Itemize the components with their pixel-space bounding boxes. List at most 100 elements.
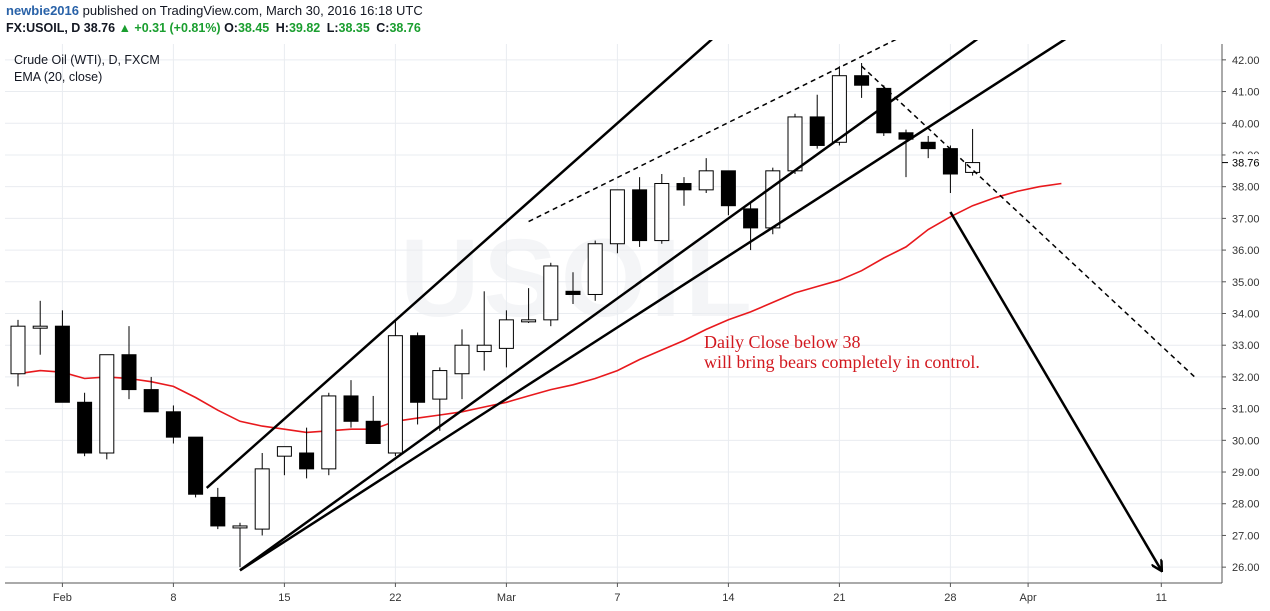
close-label: C: [376, 21, 390, 35]
price-tick-label: 31.00 [1232, 404, 1260, 416]
close-value: 38.76 [389, 21, 421, 35]
candle [77, 392, 93, 457]
candle-body-down [365, 420, 381, 444]
candlestick-series [10, 63, 981, 568]
arrow-trendline [949, 211, 1161, 570]
candle [143, 376, 159, 413]
candle [365, 395, 381, 444]
time-tick-label: Feb [53, 592, 72, 604]
dashed-trendline [861, 65, 1196, 378]
price-tick-label: 42.00 [1232, 55, 1260, 67]
annotation-line-1: Daily Close below 38 [704, 332, 861, 352]
symbol-label: FX:USOIL, D [6, 21, 81, 35]
candle-body-down [676, 183, 692, 191]
candle [343, 380, 359, 428]
candle-body-down [299, 452, 315, 470]
candle [743, 202, 759, 251]
high-label: H: [275, 21, 289, 35]
time-tick-label: 11 [1156, 592, 1167, 604]
time-tick-label: 28 [944, 592, 956, 604]
candle [698, 158, 714, 194]
low-value: 38.35 [338, 21, 370, 35]
candle [232, 522, 248, 568]
price-tick-label: 27.00 [1232, 530, 1260, 542]
time-tick-label: Mar [497, 592, 516, 604]
candle [321, 392, 337, 476]
candle [654, 173, 670, 244]
candle [521, 288, 537, 324]
candle [10, 319, 26, 387]
candle-body-up [498, 319, 514, 349]
price-tick-label: 41.00 [1232, 87, 1260, 99]
candle [410, 332, 426, 425]
candle-body-up [254, 468, 270, 530]
chart-annotation: Daily Close below 38 will bring bears co… [704, 332, 1044, 372]
indicator-legend[interactable]: EMA (20, close) [14, 70, 103, 84]
candle [787, 113, 803, 174]
high-value: 39.82 [288, 21, 321, 35]
candle [854, 63, 870, 98]
low-label: L: [326, 21, 339, 35]
candle-body-down [854, 75, 870, 86]
trendlines [205, 40, 1196, 570]
candle-body-up [521, 319, 537, 323]
candle-body-up [10, 325, 26, 375]
candle [276, 446, 292, 476]
candle-body-down [165, 411, 181, 438]
price-tick-label: 33.00 [1232, 340, 1260, 352]
ema-line [17, 182, 1062, 434]
candle [498, 310, 514, 368]
candle-body-down [743, 208, 759, 229]
candle [632, 177, 648, 247]
price-tick-label: 38.00 [1232, 182, 1260, 194]
chart-axes [5, 44, 1226, 587]
author-name[interactable]: newbie2016 [6, 3, 79, 18]
series-legend[interactable]: Crude Oil (WTI), D, FXCM [14, 53, 160, 67]
price-tick-label: 28.00 [1232, 499, 1260, 511]
time-tick-label: 7 [614, 592, 620, 604]
chart-header: newbie2016 published on TradingView.com,… [0, 0, 1270, 40]
published-text: published on TradingView.com, March 30, … [82, 3, 423, 18]
time-tick-label: 14 [722, 592, 734, 604]
candle-body-up [831, 75, 847, 143]
candle [942, 145, 958, 194]
candle [565, 272, 581, 304]
dashed-trendline [528, 40, 897, 223]
price-tick-label: 32.00 [1232, 372, 1260, 384]
price-tick-label: 40.00 [1232, 118, 1260, 130]
candle-body-up [787, 116, 803, 172]
candle-body-down [210, 496, 226, 527]
last-price-label: 38.76 [1232, 158, 1260, 170]
candle [720, 170, 736, 216]
candle-body-down [920, 141, 936, 150]
price-tick-label: 34.00 [1232, 309, 1260, 321]
candle-body-down [121, 354, 137, 391]
candle-body-up [587, 243, 603, 295]
candle-body-up [965, 162, 981, 173]
candle-body-down [54, 325, 70, 403]
price-tick-label: 37.00 [1232, 213, 1260, 225]
candle [387, 319, 403, 457]
candle [676, 177, 692, 206]
price-tick-label: 29.00 [1232, 467, 1260, 479]
candle [543, 262, 559, 327]
price-tick-label: 26.00 [1232, 562, 1260, 574]
candle [32, 300, 48, 355]
candle [454, 329, 470, 400]
candle [965, 128, 981, 176]
candle-body-down [143, 389, 159, 413]
candle-body-up [321, 395, 337, 470]
candle [898, 129, 914, 178]
candle-body-down [77, 401, 93, 454]
candle-body-down [565, 290, 581, 295]
grid-lines [5, 44, 1222, 583]
ohlc-line: FX:USOIL, D 38.76 ▲ +0.31 (+0.81%) O:38.… [6, 21, 424, 35]
up-triangle-icon: ▲ [118, 21, 131, 35]
ema-20-line [17, 182, 1062, 434]
candle [920, 135, 936, 159]
candle [121, 326, 137, 400]
candle-body-up [232, 525, 248, 529]
candle-body-down [410, 335, 426, 403]
candle [609, 189, 625, 254]
price-chart[interactable]: 42.0041.0040.0039.0038.0037.0036.0035.00… [0, 40, 1270, 611]
